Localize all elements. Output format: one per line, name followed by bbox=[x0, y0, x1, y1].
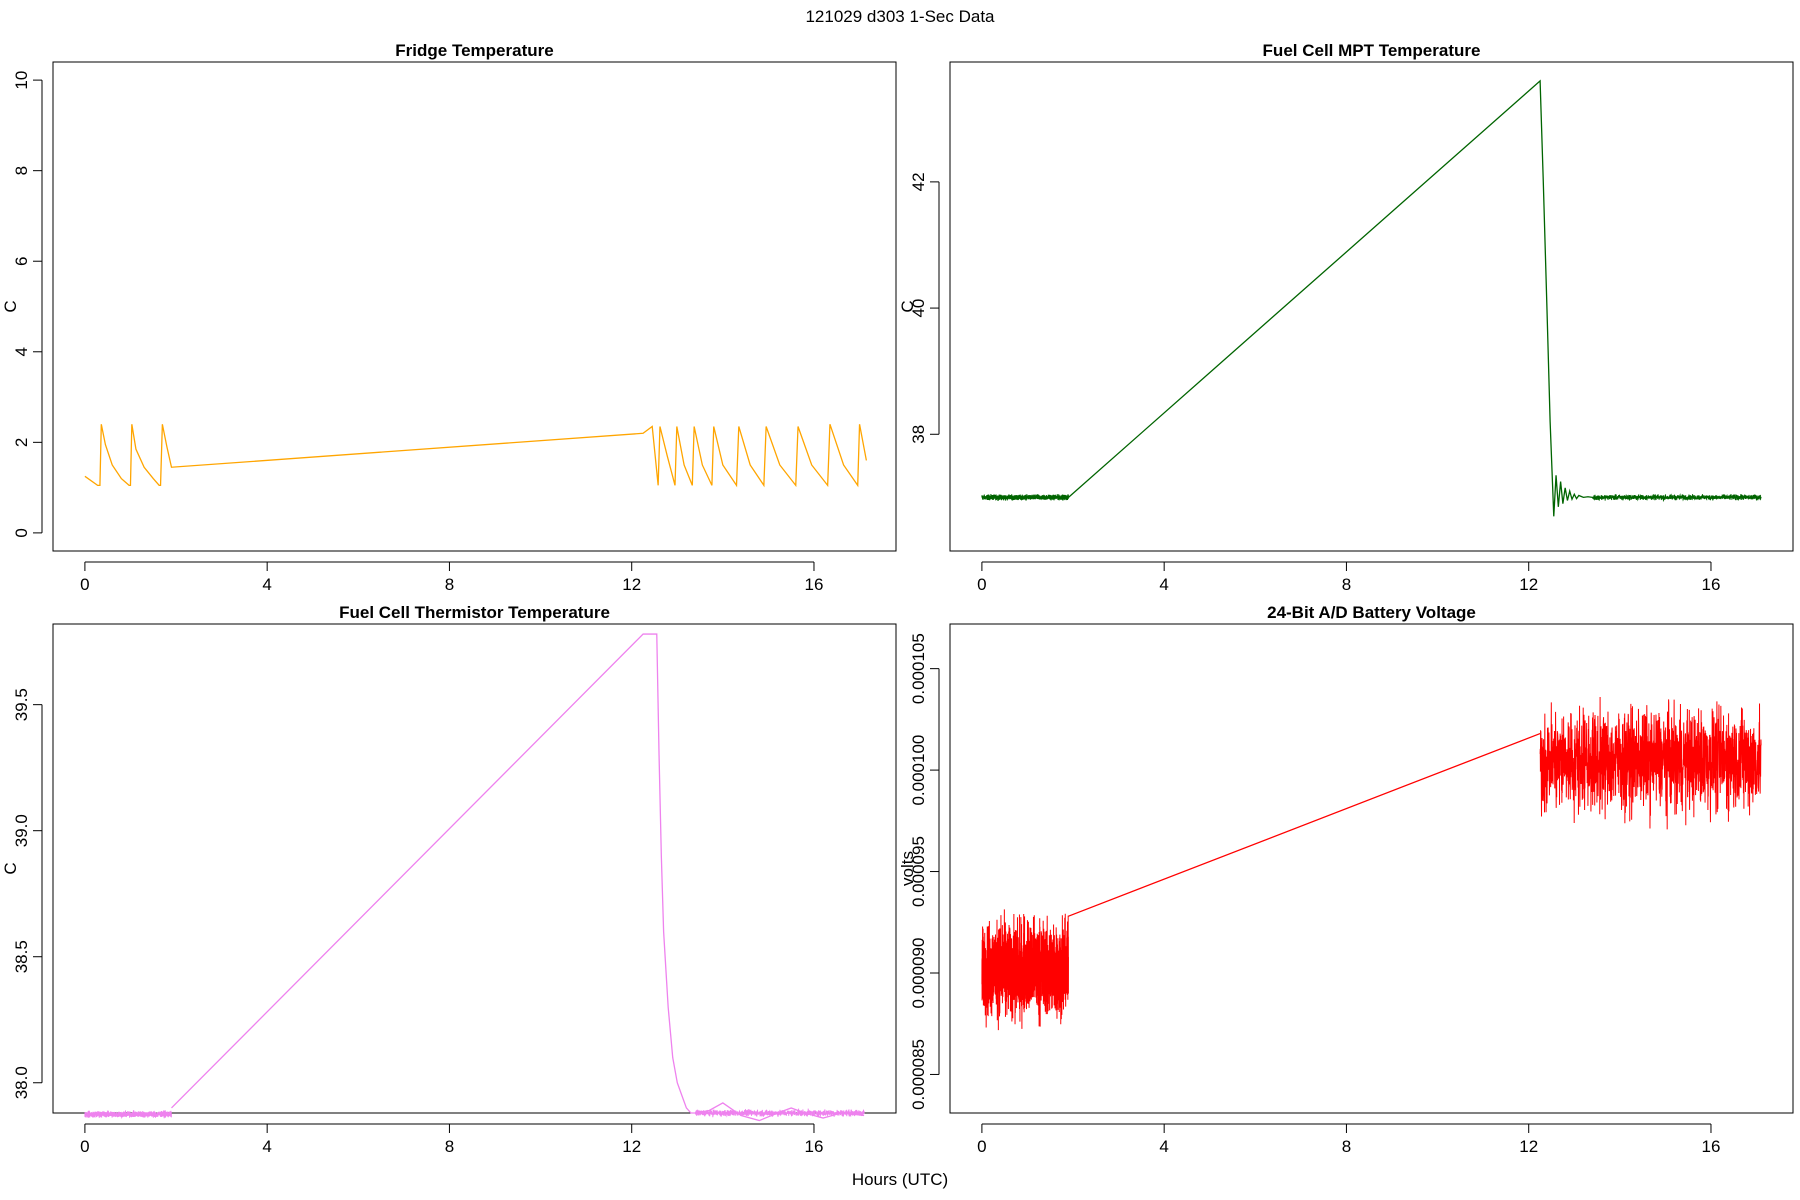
x-tick-label: 8 bbox=[445, 1137, 454, 1156]
y-tick-label: 39.0 bbox=[12, 814, 31, 847]
y-tick-label: 8 bbox=[12, 166, 31, 175]
noise-series bbox=[981, 909, 1069, 1031]
noise-series bbox=[84, 1110, 172, 1120]
panel-title: Fuel Cell Thermistor Temperature bbox=[339, 603, 610, 622]
x-tick-label: 4 bbox=[1159, 575, 1168, 594]
noise-series bbox=[695, 1108, 865, 1118]
panel-1: Fridge Temperature C 0 4 8 12 16 0 2 4 6 8 10 bbox=[1, 41, 897, 594]
x-tick-label: 12 bbox=[622, 575, 641, 594]
x-tick-label: 16 bbox=[805, 1137, 824, 1156]
x-tick-label: 0 bbox=[977, 575, 986, 594]
plot-frame bbox=[949, 61, 1794, 552]
noise-series bbox=[981, 493, 1069, 502]
x-tick-label: 8 bbox=[445, 575, 454, 594]
x-tick-label: 0 bbox=[977, 1137, 986, 1156]
x-tick-label: 8 bbox=[1342, 575, 1351, 594]
panel-3: Fuel Cell Thermistor Temperature C 0 4 8 12 16… bbox=[1, 603, 897, 1156]
y-tick-label: 0.000090 bbox=[909, 938, 928, 1009]
x-tick-label: 16 bbox=[805, 575, 824, 594]
y-tick-label: 38 bbox=[909, 425, 928, 444]
panel-title: Fridge Temperature bbox=[395, 41, 553, 60]
series-line-thermistor bbox=[171, 633, 865, 1122]
plot-frame bbox=[52, 623, 897, 1114]
y-tick-label: 39.5 bbox=[12, 688, 31, 721]
x-tick-label: 4 bbox=[262, 1137, 271, 1156]
y-tick-label: 0.000085 bbox=[909, 1039, 928, 1110]
x-tick-label: 0 bbox=[80, 575, 89, 594]
y-axis-label: C bbox=[1, 862, 20, 874]
panels: Fridge Temperature C 0 4 8 12 16 0 2 4 6 8 10 Fuel Ce… bbox=[1, 41, 1794, 1156]
y-tick-label: 10 bbox=[12, 71, 31, 90]
x-tick-label: 12 bbox=[1519, 575, 1538, 594]
y-axis-label: C bbox=[1, 300, 20, 312]
figure-suptitle: 121029 d303 1-Sec Data bbox=[805, 7, 995, 26]
series-line-mpt bbox=[1068, 79, 1593, 517]
y-tick-label: 0.000105 bbox=[909, 633, 928, 704]
y-tick-label: 0 bbox=[12, 528, 31, 537]
panel-2: Fuel Cell MPT Temperature C 0 4 8 12 16 38 40 42 bbox=[898, 41, 1794, 594]
plot-frame bbox=[949, 623, 1794, 1114]
x-tick-label: 0 bbox=[80, 1137, 89, 1156]
y-tick-label: 6 bbox=[12, 256, 31, 265]
panel-title: Fuel Cell MPT Temperature bbox=[1263, 41, 1481, 60]
y-tick-label: 0.000100 bbox=[909, 735, 928, 806]
y-axis-label: C bbox=[898, 300, 917, 312]
x-tick-label: 4 bbox=[262, 575, 271, 594]
series-line-fridge bbox=[84, 424, 868, 488]
y-axis-label: volts bbox=[898, 851, 917, 886]
series-line-battery bbox=[1068, 732, 1541, 917]
y-tick-label: 38.0 bbox=[12, 1066, 31, 1099]
y-tick-label: 0.000095 bbox=[909, 836, 928, 907]
y-tick-label: 2 bbox=[12, 438, 31, 447]
x-tick-label: 4 bbox=[1159, 1137, 1168, 1156]
panel-title: 24-Bit A/D Battery Voltage bbox=[1267, 603, 1476, 622]
noise-series bbox=[1539, 697, 1762, 830]
y-tick-label: 4 bbox=[12, 347, 31, 356]
x-tick-label: 8 bbox=[1342, 1137, 1351, 1156]
plot-frame bbox=[52, 61, 897, 552]
y-tick-label: 42 bbox=[909, 172, 928, 191]
y-tick-label: 40 bbox=[909, 299, 928, 318]
panel-4: 24-Bit A/D Battery Voltage volts 0 4 8 12 16 0.… bbox=[898, 603, 1794, 1156]
x-tick-label: 16 bbox=[1702, 575, 1721, 594]
x-tick-label: 16 bbox=[1702, 1137, 1721, 1156]
noise-series bbox=[1592, 493, 1762, 503]
x-tick-label: 12 bbox=[622, 1137, 641, 1156]
x-tick-label: 12 bbox=[1519, 1137, 1538, 1156]
x-axis-label: Hours (UTC) bbox=[852, 1170, 948, 1189]
y-tick-label: 38.5 bbox=[12, 940, 31, 973]
